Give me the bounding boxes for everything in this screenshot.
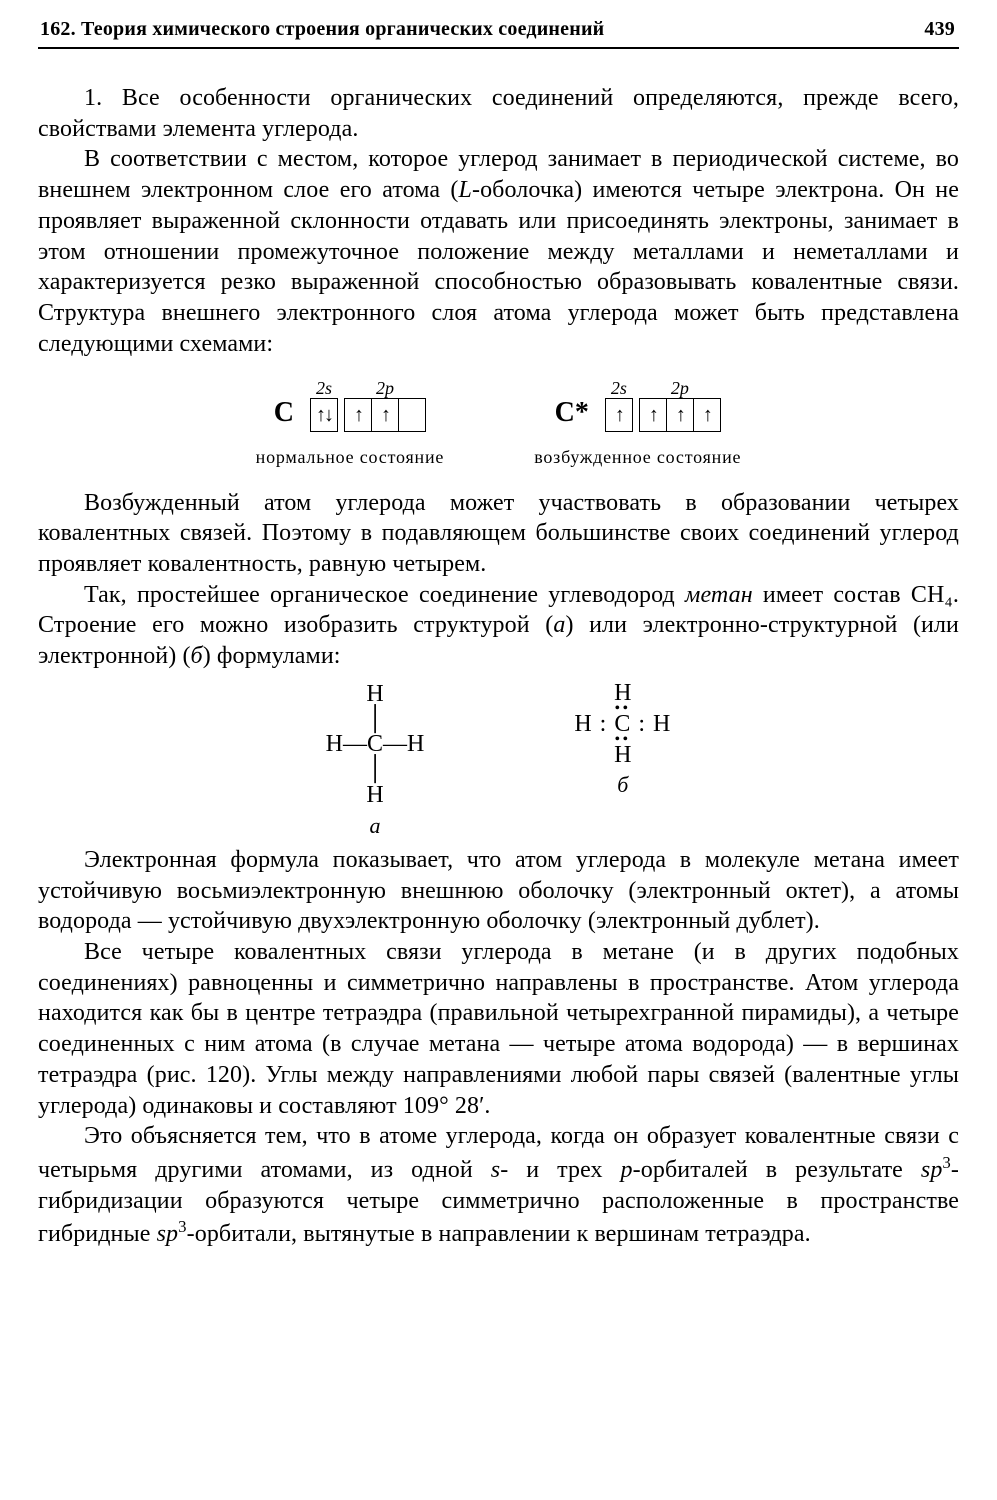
- sf-bar: │: [366, 707, 383, 732]
- orb-2s-boxes: ↑↓: [310, 398, 338, 432]
- sf-top: H: [366, 682, 383, 707]
- page-number: 439: [924, 18, 955, 41]
- orb-2p-boxes: ↑ ↑ ↑: [639, 398, 721, 432]
- lewis-formula: H •• H : C : H •• H б: [574, 682, 671, 837]
- p4-d: ) формулами:: [203, 643, 341, 669]
- paragraph-7: Это объясняется тем, что в атоме углерод…: [38, 1121, 959, 1250]
- page: 162. Теория химического строения органич…: [0, 0, 997, 1500]
- orb-group-normal: C 2s ↑↓ 2p ↑ ↑: [274, 379, 426, 432]
- paragraph-2: В соответствии с местом, которое углерод…: [38, 144, 959, 359]
- running-head: 162. Теория химического строения органич…: [38, 18, 959, 49]
- state-label-normal: нормальное состояние: [256, 446, 445, 469]
- p7-sp3a: sp: [921, 1157, 943, 1183]
- orbital-diagrams: C 2s ↑↓ 2p ↑ ↑: [38, 379, 959, 469]
- orb-2s-normal: 2s ↑↓: [310, 379, 338, 432]
- orbital-diagram-excited: C* 2s ↑ 2p ↑ ↑ ↑: [534, 379, 741, 469]
- orb-cell: ↑: [344, 398, 371, 432]
- lewis-stack: H •• H : C : H •• H: [574, 682, 671, 767]
- lf-bot: H: [614, 744, 631, 767]
- p7-p: p: [621, 1157, 633, 1183]
- sf-bar: │: [366, 757, 383, 782]
- p7-e: -орбитали, вытянутые в направлении к вер…: [187, 1221, 811, 1247]
- p7-c: -орбиталей в результате: [633, 1157, 921, 1183]
- orb-cell: ↑: [639, 398, 666, 432]
- orb-2s-excited: 2s ↑: [605, 379, 633, 432]
- p4-a: Так, простейшее органическое соединение …: [84, 582, 685, 608]
- sf-bot: H: [366, 783, 383, 808]
- orb-label-2p: 2p: [376, 379, 394, 397]
- sf-label: а: [369, 814, 380, 837]
- p2-part-b: -обо­лочка) имеются четыре электрона. Он…: [38, 177, 959, 357]
- orb-cell: ↑↓: [310, 398, 338, 432]
- orb-2p-normal: 2p ↑ ↑: [344, 379, 426, 432]
- orb-2p-boxes: ↑ ↑: [344, 398, 426, 432]
- paragraph-5: Электронная формула показывает, что атом…: [38, 845, 959, 937]
- orb-group-excited: C* 2s ↑ 2p ↑ ↑ ↑: [555, 379, 721, 432]
- p2-L: L: [459, 177, 472, 203]
- p7-s: s: [491, 1157, 500, 1183]
- p4-ia: а: [553, 612, 565, 638]
- orbital-diagram-normal: C 2s ↑↓ 2p ↑ ↑: [256, 379, 445, 469]
- element-symbol-c: C: [274, 395, 294, 433]
- orb-cell: ↑: [693, 398, 721, 432]
- p7-b: - и трех: [500, 1157, 620, 1183]
- paragraph-6: Все четыре ковалентных связи углерода в …: [38, 937, 959, 1121]
- body-text: 1. Все особенности органических соединен…: [38, 83, 959, 1250]
- p7-sp3b: sp: [157, 1221, 179, 1247]
- paragraph-1: 1. Все особенности органических соединен…: [38, 83, 959, 144]
- orb-2s-boxes: ↑: [605, 398, 633, 432]
- sf-mid: H—C—H: [326, 732, 425, 757]
- p4-ib: б: [191, 643, 203, 669]
- orb-label-2s: 2s: [316, 379, 332, 397]
- orb-2p-excited: 2p ↑ ↑ ↑: [639, 379, 721, 432]
- p4-metan: метан: [685, 582, 753, 608]
- orb-label-2p: 2p: [671, 379, 689, 397]
- structural-formula: H │ H—C—H │ H а: [326, 682, 425, 837]
- methane-formulas: H │ H—C—H │ H а H •• H : C : H •• H б: [38, 682, 959, 837]
- orb-cell: ↑: [666, 398, 693, 432]
- paragraph-4: Так, простейшее органическое соединение …: [38, 580, 959, 672]
- paragraph-3: Возбужденный атом углерода может участво…: [38, 488, 959, 580]
- orb-cell: [398, 398, 426, 432]
- orb-cell: ↑: [605, 398, 633, 432]
- state-label-excited: возбужденное состояние: [534, 446, 741, 469]
- lf-label: б: [617, 773, 628, 796]
- orb-label-2s: 2s: [611, 379, 627, 397]
- orb-cell: ↑: [371, 398, 398, 432]
- element-symbol-cstar: C*: [555, 395, 589, 433]
- section-title: 162. Теория химического строения органич…: [40, 18, 604, 41]
